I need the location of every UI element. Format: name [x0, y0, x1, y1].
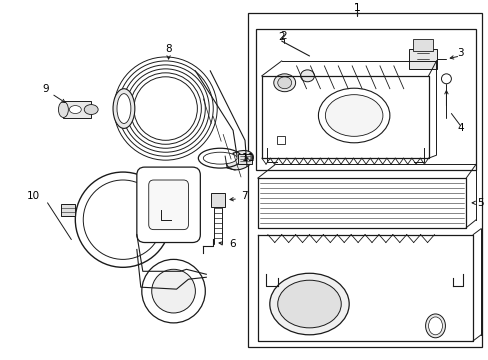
- Text: 2: 2: [278, 32, 285, 42]
- Text: 5: 5: [476, 198, 483, 208]
- Ellipse shape: [226, 150, 253, 170]
- Ellipse shape: [273, 74, 295, 92]
- Text: 7: 7: [240, 191, 247, 201]
- Text: 8: 8: [165, 44, 172, 54]
- Ellipse shape: [427, 317, 442, 335]
- Text: 6: 6: [228, 239, 235, 248]
- Bar: [211, 193, 224, 207]
- Bar: [276, 136, 284, 144]
- Ellipse shape: [300, 70, 314, 82]
- Circle shape: [441, 74, 450, 84]
- Circle shape: [142, 260, 205, 323]
- Ellipse shape: [69, 105, 81, 113]
- Circle shape: [83, 180, 163, 260]
- Text: 1: 1: [353, 3, 360, 13]
- Bar: [255, 29, 475, 170]
- Bar: [408, 49, 436, 69]
- Text: 4: 4: [456, 123, 463, 134]
- Text: 3: 3: [456, 48, 463, 58]
- Bar: [412, 39, 432, 51]
- Ellipse shape: [425, 314, 445, 338]
- Bar: [247, 13, 481, 347]
- FancyBboxPatch shape: [137, 167, 200, 243]
- Ellipse shape: [318, 88, 389, 143]
- Text: 9: 9: [42, 84, 49, 94]
- Ellipse shape: [269, 273, 348, 335]
- Bar: [238, 154, 251, 164]
- Ellipse shape: [325, 95, 382, 136]
- Ellipse shape: [113, 89, 135, 129]
- Bar: [63, 100, 91, 118]
- Ellipse shape: [117, 94, 131, 123]
- Text: 10: 10: [27, 191, 40, 201]
- Text: 11: 11: [241, 153, 254, 163]
- Ellipse shape: [203, 152, 237, 164]
- FancyBboxPatch shape: [148, 180, 188, 230]
- Ellipse shape: [277, 77, 291, 89]
- Text: 2: 2: [280, 31, 286, 41]
- Ellipse shape: [277, 280, 341, 328]
- Bar: [61, 204, 75, 216]
- Ellipse shape: [59, 102, 68, 117]
- Ellipse shape: [84, 105, 98, 114]
- Text: 1: 1: [353, 3, 360, 13]
- Circle shape: [151, 269, 195, 313]
